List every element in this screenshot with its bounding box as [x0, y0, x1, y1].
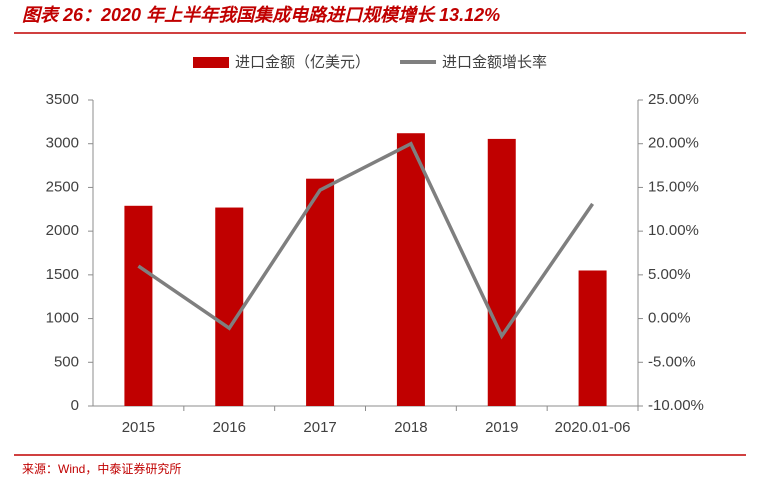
- y2-tick-label: 20.00%: [648, 135, 699, 152]
- y-tick-label: 1500: [46, 266, 79, 283]
- bar: [306, 178, 335, 406]
- y-tick-label: 2000: [46, 222, 79, 239]
- y2-tick-label: 10.00%: [648, 222, 699, 239]
- legend-label: 进口金额增长率: [442, 54, 547, 71]
- y-tick-label: 2500: [46, 178, 79, 195]
- x-tick-label: 2019: [485, 419, 518, 436]
- x-tick-label: 2018: [394, 419, 427, 436]
- chart-title: 图表 26：2020 年上半年我国集成电路进口规模增长 13.12%: [22, 5, 500, 25]
- legend-swatch: [193, 57, 229, 68]
- source: 来源：Wind，中泰证券研究所: [22, 461, 181, 476]
- bar: [487, 138, 516, 407]
- y-tick-label: 0: [71, 397, 79, 414]
- y-tick-label: 1000: [46, 310, 79, 327]
- y2-tick-label: 25.00%: [648, 91, 699, 108]
- y2-tick-label: 5.00%: [648, 266, 691, 283]
- y2-tick-label: 15.00%: [648, 178, 699, 195]
- x-tick-label: 2016: [213, 419, 246, 436]
- x-tick-label: 2015: [122, 419, 155, 436]
- y2-tick-label: -5.00%: [648, 353, 696, 370]
- y-tick-label: 3500: [46, 91, 79, 108]
- bar: [215, 207, 244, 406]
- line: [137, 141, 595, 340]
- bar: [124, 205, 153, 406]
- x-tick-label: 2017: [303, 419, 336, 436]
- y2-tick-label: -10.00%: [648, 397, 704, 414]
- y2-tick-label: 0.00%: [648, 310, 691, 327]
- bar: [396, 133, 425, 407]
- x-tick-label: 2020.01-06: [555, 419, 631, 436]
- y-tick-label: 500: [54, 353, 79, 370]
- legend-label: 进口金额（亿美元）: [235, 54, 370, 71]
- bar: [578, 270, 607, 406]
- y-tick-label: 3000: [46, 135, 79, 152]
